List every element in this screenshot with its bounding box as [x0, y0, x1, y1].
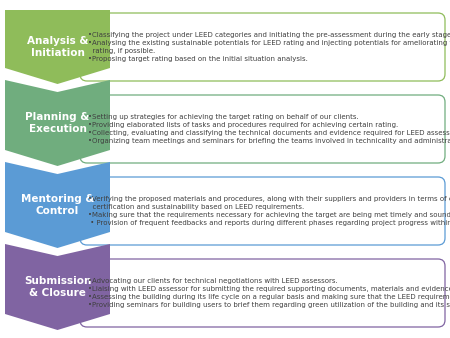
Text: •Advocating our clients for technical negotiations with LEED assessors.
•Liaisin: •Advocating our clients for technical ne… — [88, 277, 450, 308]
Text: Submission
& Closure: Submission & Closure — [24, 276, 91, 298]
FancyBboxPatch shape — [80, 259, 445, 327]
Text: •Classifying the project under LEED categories and initiating the pre-assessment: •Classifying the project under LEED cate… — [88, 32, 450, 63]
FancyBboxPatch shape — [80, 177, 445, 245]
FancyBboxPatch shape — [80, 95, 445, 163]
Text: Planning &
Execution: Planning & Execution — [25, 112, 90, 134]
Polygon shape — [5, 80, 110, 166]
FancyBboxPatch shape — [80, 13, 445, 81]
Text: •Verifying the proposed materials and procedures, along with their suppliers and: •Verifying the proposed materials and pr… — [88, 196, 450, 226]
Text: Analysis &
Initiation: Analysis & Initiation — [27, 36, 88, 58]
Polygon shape — [5, 244, 110, 330]
Polygon shape — [5, 10, 110, 84]
Text: Mentoring &
Control: Mentoring & Control — [21, 194, 94, 216]
Text: •Setting up strategies for achieving the target rating on behalf of our clients.: •Setting up strategies for achieving the… — [88, 114, 450, 144]
Polygon shape — [5, 162, 110, 248]
